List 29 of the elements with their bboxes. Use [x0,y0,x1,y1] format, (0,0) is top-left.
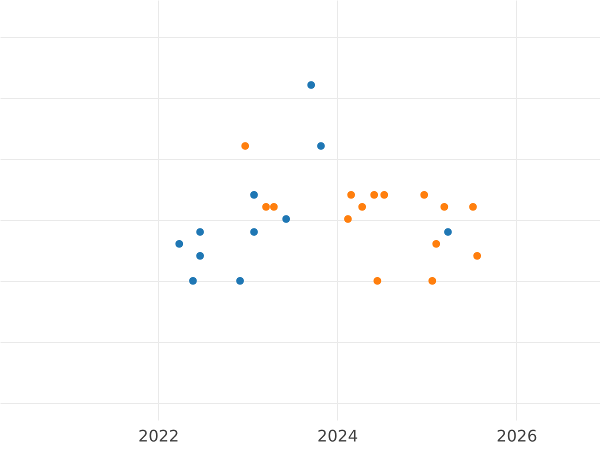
point [270,203,278,211]
point [241,142,250,150]
point [358,203,366,211]
point [432,240,440,248]
point [344,215,352,223]
x-tick-label: 2022 [138,426,180,446]
point [380,191,388,199]
point [469,203,477,211]
point [189,277,197,285]
point [428,277,436,285]
x-tick-label: 2024 [317,426,358,446]
point [440,203,448,211]
point [196,252,204,260]
point [236,277,244,285]
point [196,228,204,236]
point [373,277,382,285]
point [282,215,290,223]
point [347,191,355,199]
x-tick-label: 2026 [496,426,538,446]
point [307,81,316,89]
point [262,203,270,211]
point [317,142,325,150]
point [420,191,428,199]
point [175,240,184,248]
point [444,228,452,236]
point [473,252,482,260]
point [250,191,258,199]
point [370,191,378,199]
point [250,228,258,236]
